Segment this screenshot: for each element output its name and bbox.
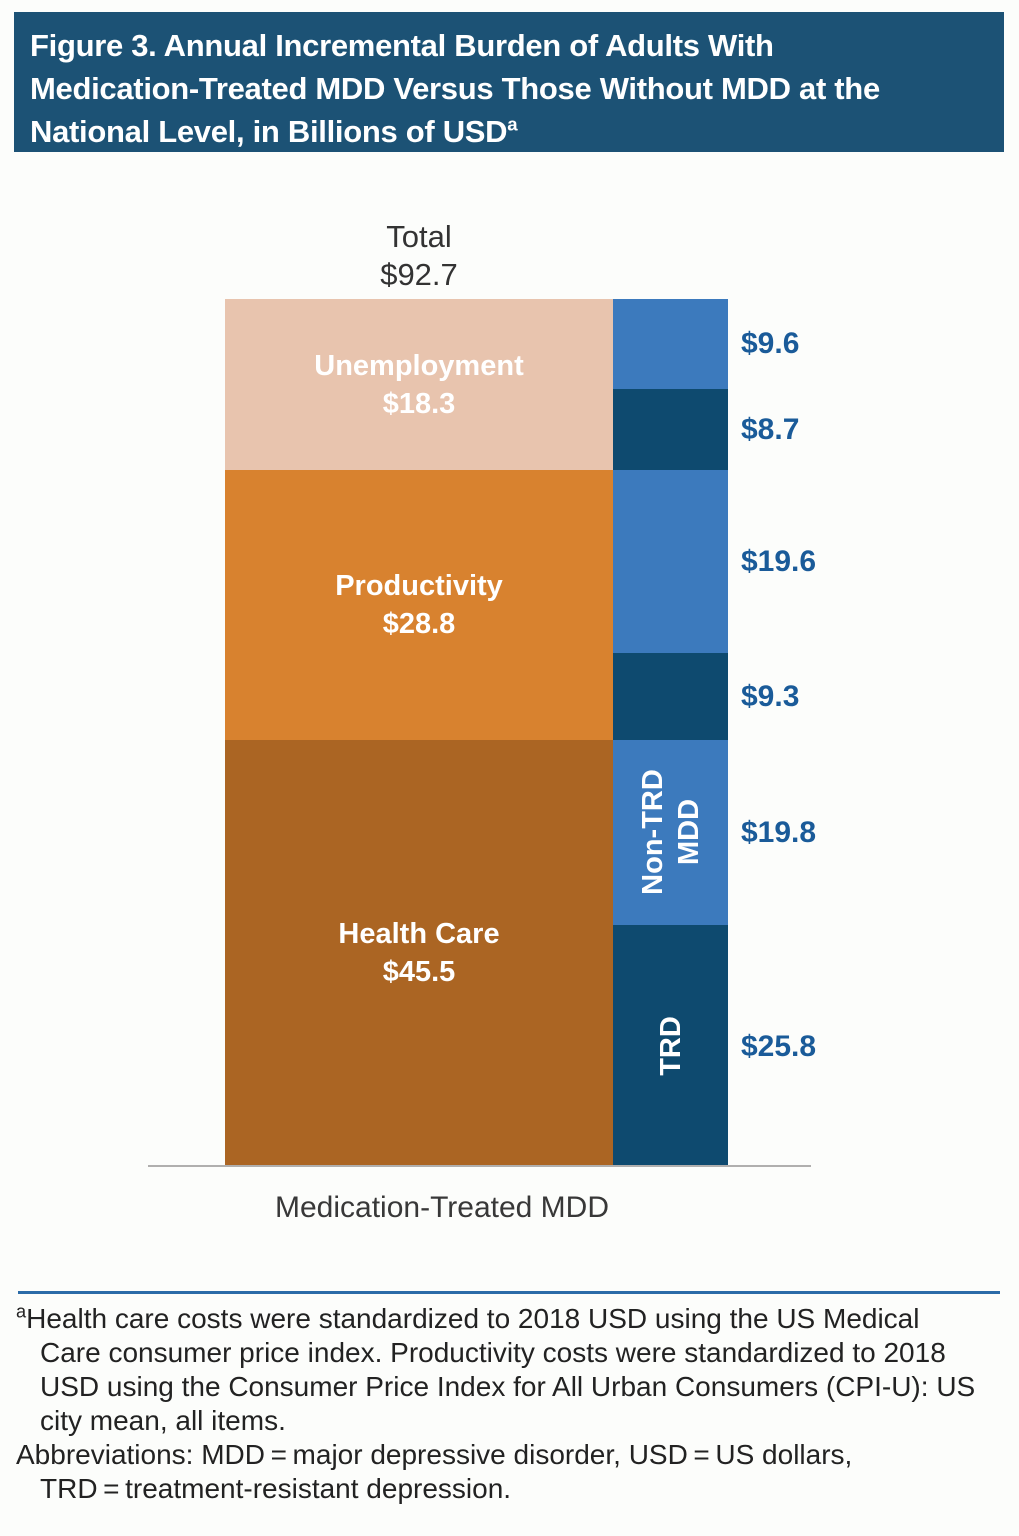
segment-trd-productivity (613, 652, 728, 740)
segment-productivity: Productivity $28.8 (225, 470, 613, 740)
figure-title-band: Figure 3. Annual Incremental Burden of A… (14, 12, 1004, 152)
figure-title-line3-text: National Level, in Billions of USD (30, 114, 508, 149)
value-label-nontrd-productivity: $19.6 (741, 544, 817, 578)
figure-title-line2: Medication-Treated MDD Versus Those With… (30, 71, 880, 106)
title-footnote-marker: a (507, 113, 518, 135)
x-axis-category-label: Medication-Treated MDD (275, 1191, 609, 1224)
footnote-block: aHealth care costs were standardized to … (16, 1302, 1016, 1506)
value-label-nontrd-unemployment: $9.6 (741, 327, 800, 360)
segment-nontrd-unemployment (613, 299, 728, 389)
segment-productivity-label: Productivity $28.8 (335, 570, 503, 640)
footnote-line4: city mean, all items. (40, 1405, 286, 1436)
segment-trd-health-care: TRD (613, 925, 728, 1166)
value-label-nontrd-health-care: $19.8 (741, 816, 817, 849)
total-value: $92.7 (380, 257, 458, 292)
footnote-top-rule (18, 1291, 1000, 1294)
segment-unemployment: Unemployment $18.3 (225, 299, 613, 470)
value-label-trd-health-care: $25.8 (741, 1029, 817, 1063)
footnote-marker: a (16, 1301, 27, 1322)
value-label-trd-unemployment: $8.7 (741, 412, 800, 446)
segment-health-care: Health Care $45.5 (225, 740, 613, 1165)
footnote-line6: TRD = treatment-resistant depression. (40, 1473, 512, 1504)
trd-rotated-label: TRD (654, 1015, 687, 1076)
total-word: Total (386, 219, 452, 254)
x-axis-line (148, 1165, 811, 1167)
nontrd-mdd-rotated-label: Non-TRD MDD (636, 769, 705, 896)
footnote-line3: USD using the Consumer Price Index for A… (40, 1371, 976, 1402)
figure-title-line3: National Level, in Billions of USDa (30, 110, 990, 153)
segment-trd-unemployment (613, 388, 728, 470)
footnote-line5: Abbreviations: MDD = major depressive di… (16, 1439, 853, 1470)
trd-split-stacked-bar: Non-TRD MDD TRD (613, 299, 728, 1166)
value-label-trd-productivity: $9.3 (741, 679, 800, 713)
figure-title-line1: Figure 3. Annual Incremental Burden of A… (30, 28, 774, 63)
segment-nontrd-productivity (613, 469, 728, 653)
footnote-line2: Care consumer price index. Productivity … (40, 1337, 946, 1368)
total-annotation: Total $92.7 (225, 218, 613, 294)
segment-unemployment-label: Unemployment $18.3 (314, 349, 524, 420)
segment-health-care-label: Health Care $45.5 (338, 917, 500, 988)
segment-nontrd-health-care: Non-TRD MDD (613, 739, 728, 926)
cost-category-stacked-bar: Unemployment $18.3 Productivity $28.8 He… (225, 299, 613, 1166)
footnote-line1: aHealth care costs were standardized to … (16, 1301, 920, 1334)
